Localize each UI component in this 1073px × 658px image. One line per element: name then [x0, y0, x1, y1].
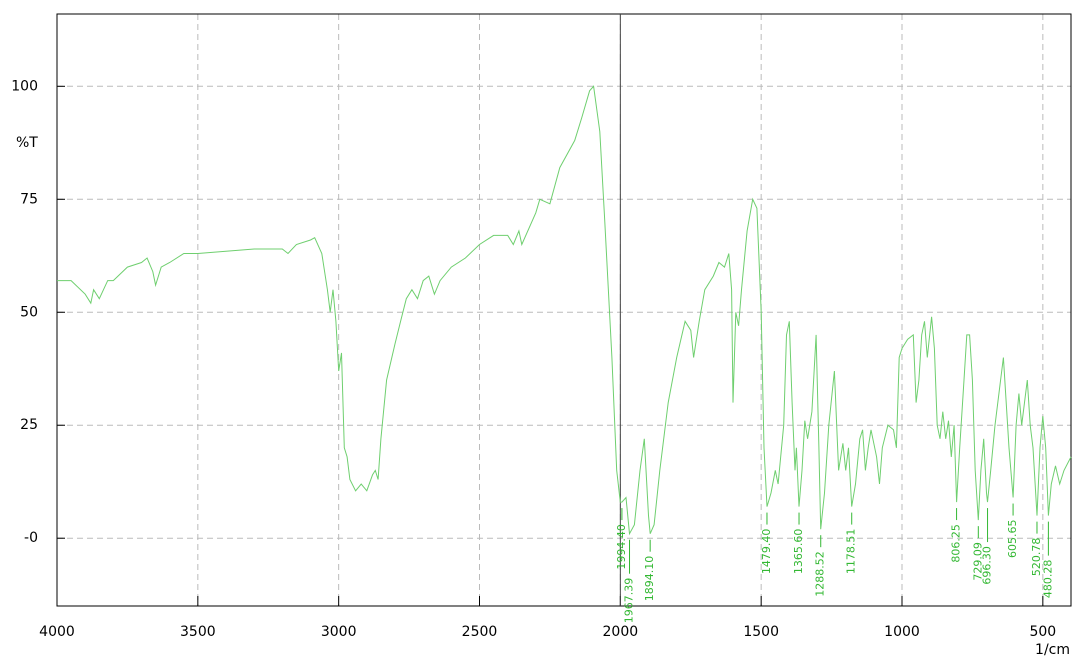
y-tick-label: 50 — [20, 304, 38, 320]
peak-label: 1967.39 — [623, 578, 636, 624]
spectrum-line — [57, 85, 1072, 536]
y-tick-label: 25 — [20, 417, 38, 433]
y-tick-label: 75 — [20, 191, 38, 207]
peak-label: 605.65 — [1006, 520, 1019, 559]
x-tick-label: 2500 — [462, 624, 498, 640]
y-tick-label: 100 — [11, 78, 38, 94]
x-tick-label: 3000 — [321, 624, 357, 640]
peak-label: 806.25 — [950, 524, 963, 563]
peak-label: 520.78 — [1030, 538, 1043, 577]
peak-label: 696.30 — [981, 546, 994, 585]
peak-label: 480.28 — [1041, 560, 1054, 599]
x-tick-label: 500 — [1029, 624, 1056, 640]
x-tick-label: 3500 — [180, 624, 216, 640]
peak-label: 1479.40 — [760, 529, 773, 575]
x-tick-label: 1500 — [743, 624, 779, 640]
peak-label: 1365.60 — [792, 529, 805, 575]
peak-label: 1288.52 — [814, 551, 827, 597]
peak-label: 1894.10 — [643, 556, 656, 602]
peak-label: 1178.51 — [845, 529, 858, 575]
y-axis-label: %T — [16, 135, 38, 151]
y-tick-label: -0 — [24, 530, 38, 546]
peak-label: 729.09 — [971, 542, 984, 581]
x-tick-label: 4000 — [39, 624, 75, 640]
peak-label: 1994.40 — [615, 524, 628, 570]
x-tick-label: 1000 — [884, 624, 920, 640]
x-tick-label: 2000 — [603, 624, 639, 640]
x-axis-label: 1/cm — [1035, 642, 1070, 658]
plot-frame — [56, 13, 1072, 607]
